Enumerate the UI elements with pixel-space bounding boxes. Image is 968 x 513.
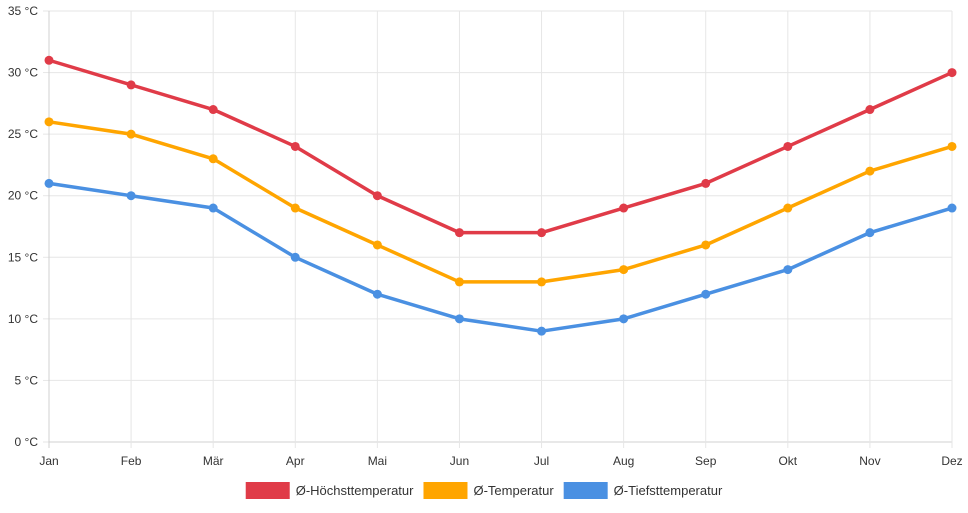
x-tick-label: Nov [859, 454, 880, 468]
y-tick-label: 15 °C [8, 250, 38, 264]
data-point[interactable] [537, 228, 547, 238]
data-point[interactable] [44, 55, 54, 65]
data-point[interactable] [126, 191, 136, 201]
data-point[interactable] [701, 289, 711, 299]
y-tick-label: 20 °C [8, 189, 38, 203]
series-2 [44, 178, 957, 336]
data-point[interactable] [126, 129, 136, 139]
x-tick-label: Aug [613, 454, 634, 468]
data-point[interactable] [537, 277, 547, 287]
series-0 [44, 55, 957, 238]
data-point[interactable] [290, 203, 300, 213]
x-tick-label: Jun [450, 454, 469, 468]
legend-item[interactable]: Ø-Höchsttemperatur [245, 482, 414, 499]
y-tick-label: 0 °C [15, 435, 39, 449]
x-tick-label: Jul [534, 454, 549, 468]
y-tick-label: 35 °C [8, 4, 38, 18]
data-point[interactable] [208, 154, 218, 164]
data-point[interactable] [454, 314, 464, 324]
x-tick-label: Mär [203, 454, 224, 468]
series-group [44, 55, 957, 336]
y-tick-label: 5 °C [15, 373, 39, 387]
x-tick-label: Feb [121, 454, 142, 468]
y-axis: 0 °C 5 °C 10 °C 15 °C 20 °C 25 °C 30 °C 35 °C [8, 4, 38, 449]
series-1 [44, 117, 957, 287]
legend-label: Ø-Höchsttemperatur [296, 483, 414, 498]
data-point[interactable] [290, 141, 300, 151]
legend-swatch [563, 482, 608, 499]
data-point[interactable] [619, 314, 629, 324]
y-tick-label: 30 °C [8, 66, 38, 80]
legend-label: Ø-Temperatur [473, 483, 554, 498]
x-tick-label: Sep [695, 454, 717, 468]
data-point[interactable] [701, 240, 711, 250]
series-line [47, 181, 954, 333]
series-line [47, 58, 954, 235]
data-point[interactable] [44, 117, 54, 127]
legend[interactable]: Ø-Höchsttemperatur Ø-Temperatur Ø-Tiefstte… [245, 482, 723, 499]
data-point[interactable] [783, 141, 793, 151]
data-point[interactable] [208, 203, 218, 213]
data-point[interactable] [454, 277, 464, 287]
data-point[interactable] [783, 203, 793, 213]
x-tick-label: Okt [778, 454, 797, 468]
legend-label: Ø-Tiefsttemperatur [614, 483, 723, 498]
legend-swatch [423, 482, 468, 499]
x-tick-label: Dez [941, 454, 962, 468]
data-point[interactable] [865, 105, 875, 115]
data-point[interactable] [44, 178, 54, 188]
data-point[interactable] [865, 228, 875, 238]
data-point[interactable] [947, 68, 957, 78]
data-point[interactable] [537, 326, 547, 336]
data-point[interactable] [290, 252, 300, 262]
data-point[interactable] [619, 203, 629, 213]
legend-item[interactable]: Ø-Tiefsttemperatur [563, 482, 723, 499]
data-point[interactable] [619, 265, 629, 275]
series-line [47, 120, 954, 284]
x-tick-label: Mai [368, 454, 387, 468]
data-point[interactable] [454, 228, 464, 238]
legend-swatch [245, 482, 290, 499]
y-tick-label: 25 °C [8, 127, 38, 141]
grid [43, 10, 953, 448]
data-point[interactable] [947, 203, 957, 213]
x-tick-label: Apr [286, 454, 305, 468]
data-point[interactable] [126, 80, 136, 90]
y-tick-label: 10 °C [8, 312, 38, 326]
x-tick-label: Jan [39, 454, 58, 468]
data-point[interactable] [372, 191, 382, 201]
data-point[interactable] [372, 289, 382, 299]
x-axis: Jan Feb Mär Apr Mai Jun Jul Aug Sep Okt Nov Dez [39, 454, 962, 468]
data-point[interactable] [208, 105, 218, 115]
data-point[interactable] [701, 178, 711, 188]
data-point[interactable] [372, 240, 382, 250]
data-point[interactable] [865, 166, 875, 176]
data-point[interactable] [947, 141, 957, 151]
legend-item[interactable]: Ø-Temperatur [423, 482, 554, 499]
data-point[interactable] [783, 265, 793, 275]
